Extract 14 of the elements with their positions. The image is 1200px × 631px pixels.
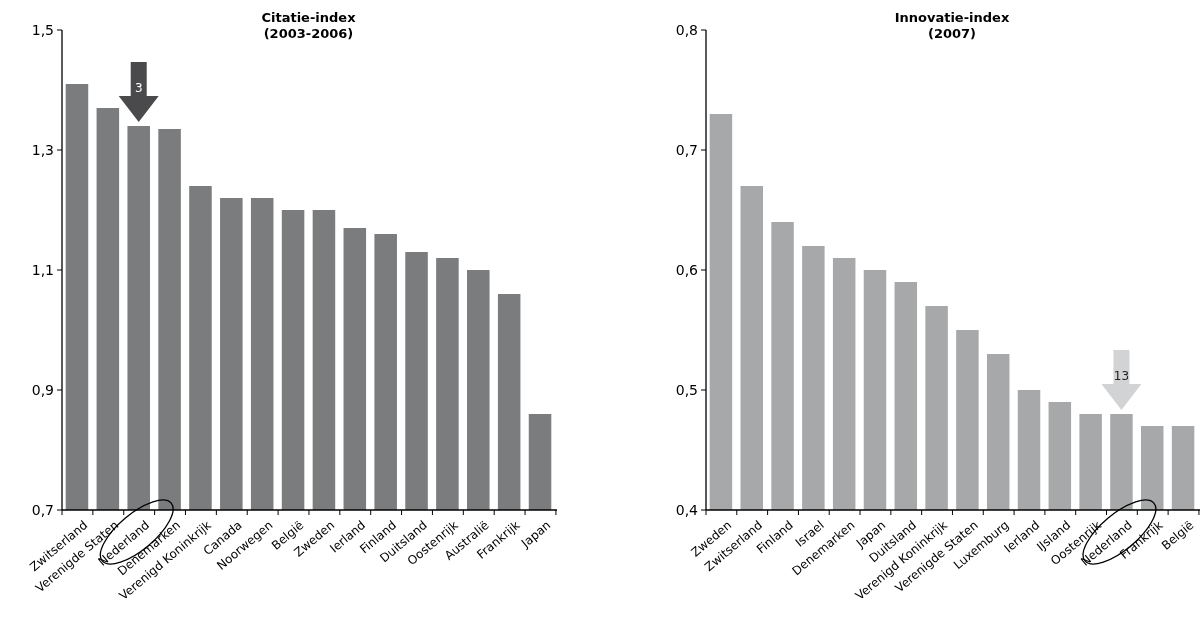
y-tick-label: 0,6 <box>675 261 699 278</box>
annotation: 3 <box>134 81 143 95</box>
chart-title: Citatie-index (2003-2006) <box>261 10 357 41</box>
y-tick-label: 1,3 <box>31 141 54 158</box>
y-tick-label: 0,4 <box>675 501 699 518</box>
y-tick-label: 0,7 <box>31 501 54 518</box>
y-tick-label: 0,7 <box>675 141 698 158</box>
annotation: 13 <box>1113 369 1130 383</box>
chart-title: Innovatie-index (2007) <box>894 10 1010 41</box>
y-tick-label: 0,8 <box>675 21 698 38</box>
y-tick-label: 0,9 <box>31 381 54 398</box>
y-tick-label: 1,1 <box>31 261 54 278</box>
y-tick-label: 1,5 <box>31 21 54 38</box>
y-tick-label: 0,5 <box>675 381 698 398</box>
